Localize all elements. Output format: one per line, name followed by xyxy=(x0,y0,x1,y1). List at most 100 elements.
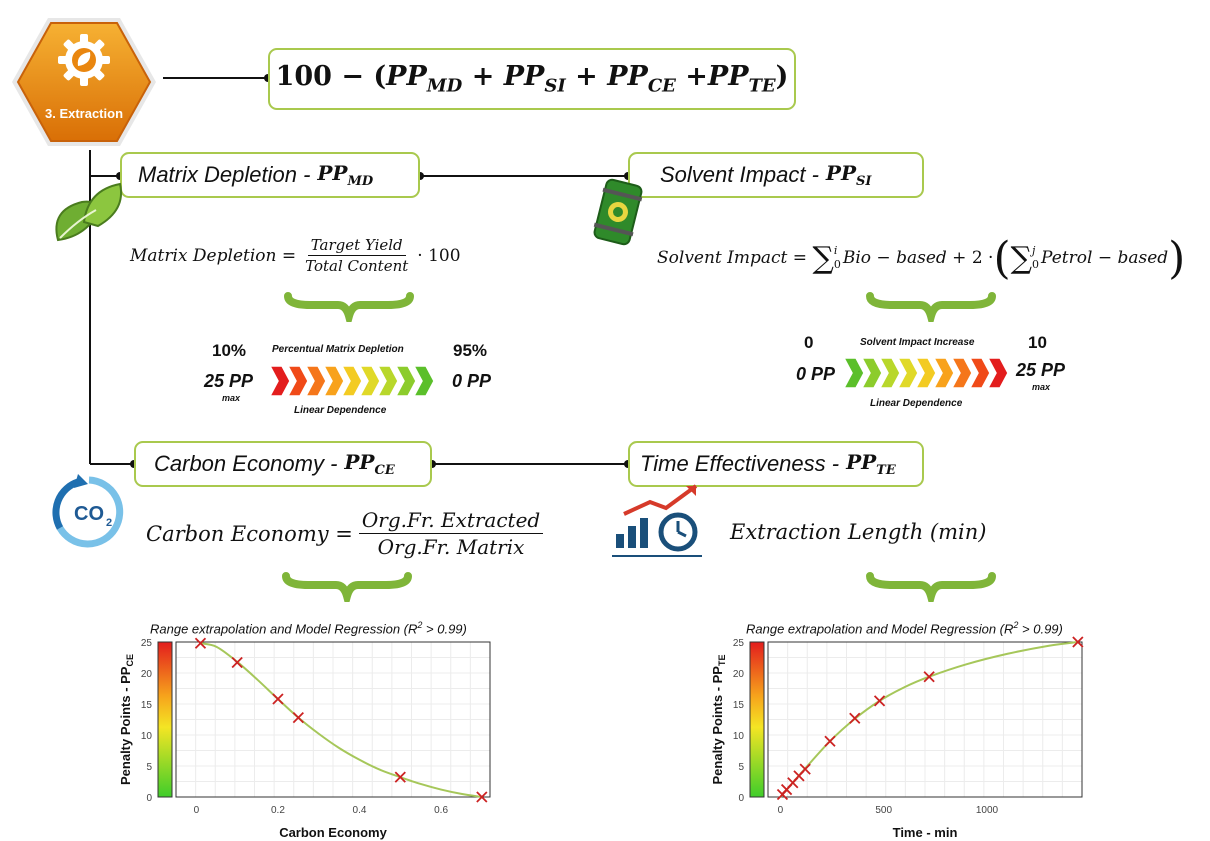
chevron-6 xyxy=(950,357,973,389)
chevron-1 xyxy=(860,357,883,389)
data-point xyxy=(231,656,243,669)
y-tick-label: 5 xyxy=(146,762,152,773)
chevron-1 xyxy=(286,365,309,397)
matrix-depletion-title: Matrix Depletion - PPMD xyxy=(120,152,420,198)
solvent-impact-title: Solvent Impact - PPSI xyxy=(628,152,924,198)
data-point xyxy=(849,712,861,724)
solvent-scale-left-value: 0 xyxy=(804,333,814,352)
formula-lead: 100 − ( xyxy=(275,61,387,93)
badge-label: 3. Extraction xyxy=(44,106,124,121)
chevron-8 xyxy=(412,365,435,397)
x-tick-label: 0.2 xyxy=(271,805,285,816)
y-tick-label: 10 xyxy=(141,731,153,742)
y-axis-label: Penalty Points - PPTE xyxy=(710,655,727,785)
solvent-scale-right-pp: 25 PP xyxy=(1016,360,1066,380)
chevron-3 xyxy=(896,357,919,389)
time-chart-title: Range extrapolation and Model Regression… xyxy=(746,620,1063,637)
formula-box: 100 − (PPMD + PPSI + PPCE +PPTE) xyxy=(268,48,796,110)
leaf-icon xyxy=(55,182,122,242)
plot-area xyxy=(175,641,491,798)
x-tick-label: 0.4 xyxy=(353,805,367,816)
y-tick-label: 15 xyxy=(141,700,153,711)
colorbar xyxy=(157,641,173,798)
matrix-scale-left-pp: 25 PP xyxy=(204,371,254,391)
y-tick-label: 20 xyxy=(141,669,153,680)
chevron-0 xyxy=(268,365,291,397)
extraction-badge: 3. Extraction xyxy=(8,14,160,150)
solvent-scale-caption-bottom: Linear Dependence xyxy=(870,398,963,409)
matrix-scale-caption-top: Percentual Matrix Depletion xyxy=(272,344,404,355)
chevron-5 xyxy=(932,357,955,389)
chevron-4 xyxy=(914,357,937,389)
extraction-length-text: Extraction Length (min) xyxy=(730,520,987,544)
svg-text:2: 2 xyxy=(106,517,112,529)
matrix-depletion-equation: Matrix Depletion = Target Yield Total Con… xyxy=(130,236,461,275)
chevron-8 xyxy=(986,357,1009,389)
x-tick-label: 0 xyxy=(778,805,784,816)
solvent-chevron-scale xyxy=(842,357,1009,389)
chevron-2 xyxy=(304,365,327,397)
colorbar xyxy=(749,641,765,798)
matrix-scale-caption-bottom: Linear Dependence xyxy=(294,405,387,416)
chevron-2 xyxy=(878,357,901,389)
co2-cycle-icon: CO 2 xyxy=(52,474,124,548)
carbon-economy-chart: 0 5 10 15 20 25 0 0.2 0.4 0.6 Carbon Economy Penalt… xyxy=(118,637,491,840)
x-tick-label: 0.6 xyxy=(434,805,448,816)
x-axis-label: Carbon Economy xyxy=(279,825,387,840)
y-tick-label: 25 xyxy=(733,638,745,649)
matrix-scale-right-value: 95% xyxy=(453,341,488,360)
green-barrel-icon xyxy=(593,178,643,246)
brace-matrix xyxy=(284,292,414,322)
time-effectiveness-chart: 0 5 10 15 20 25 0 500 1000 Time - min Penalty Poin… xyxy=(710,636,1084,840)
chevron-7 xyxy=(394,365,417,397)
chevron-4 xyxy=(340,365,363,397)
solvent-scale-right-max: max xyxy=(1032,382,1051,392)
y-tick-label: 0 xyxy=(146,793,152,804)
carbon-economy-title: Carbon Economy - PPCE xyxy=(134,441,432,487)
data-point xyxy=(873,695,886,707)
data-point xyxy=(272,693,284,705)
solvent-scale-caption-top: Solvent Impact Increase xyxy=(860,337,975,348)
data-point xyxy=(292,712,304,724)
brace-carbon xyxy=(282,572,412,602)
y-tick-label: 20 xyxy=(733,669,745,680)
data-point xyxy=(1072,636,1084,648)
chevron-6 xyxy=(376,365,399,397)
carbon-chart-title: Range extrapolation and Model Regression… xyxy=(150,620,467,637)
data-point xyxy=(923,671,935,683)
data-point xyxy=(394,771,406,783)
time-chart-icon xyxy=(612,484,702,557)
chevron-3 xyxy=(322,365,345,397)
svg-text:CO: CO xyxy=(74,503,104,525)
chevron-5 xyxy=(358,365,381,397)
brace-solvent xyxy=(866,292,996,322)
matrix-scale-right-pp: 0 PP xyxy=(452,371,492,391)
time-effectiveness-title: Time Effectiveness - PPTE xyxy=(628,441,924,487)
x-tick-label: 1000 xyxy=(976,805,999,816)
data-point xyxy=(799,763,811,775)
data-point xyxy=(476,791,488,803)
x-axis-label: Time - min xyxy=(893,825,958,840)
matrix-scale-left-value: 10% xyxy=(212,341,247,360)
data-point xyxy=(824,735,836,747)
matrix-chevron-scale xyxy=(268,365,435,397)
data-point xyxy=(194,637,207,649)
regression-curve xyxy=(200,642,482,798)
y-tick-label: 10 xyxy=(733,731,745,742)
carbon-economy-equation: Carbon Economy = Org.Fr. Extracted Org.Fr… xyxy=(146,508,549,559)
y-tick-label: 5 xyxy=(738,762,744,773)
chevron-7 xyxy=(968,357,991,389)
y-axis-label: Penalty Points - PPCE xyxy=(118,654,135,785)
chevron-0 xyxy=(842,357,865,389)
brace-time xyxy=(866,572,996,602)
x-tick-label: 0 xyxy=(194,805,200,816)
x-tick-label: 500 xyxy=(875,805,892,816)
y-tick-label: 15 xyxy=(733,700,745,711)
gear-leaf-icon xyxy=(58,34,110,86)
y-tick-label: 0 xyxy=(738,793,744,804)
solvent-scale-right-value: 10 xyxy=(1028,333,1047,352)
y-tick-label: 25 xyxy=(141,638,153,649)
solvent-scale-left-pp: 0 PP xyxy=(796,364,836,384)
plot-area xyxy=(767,641,1083,798)
